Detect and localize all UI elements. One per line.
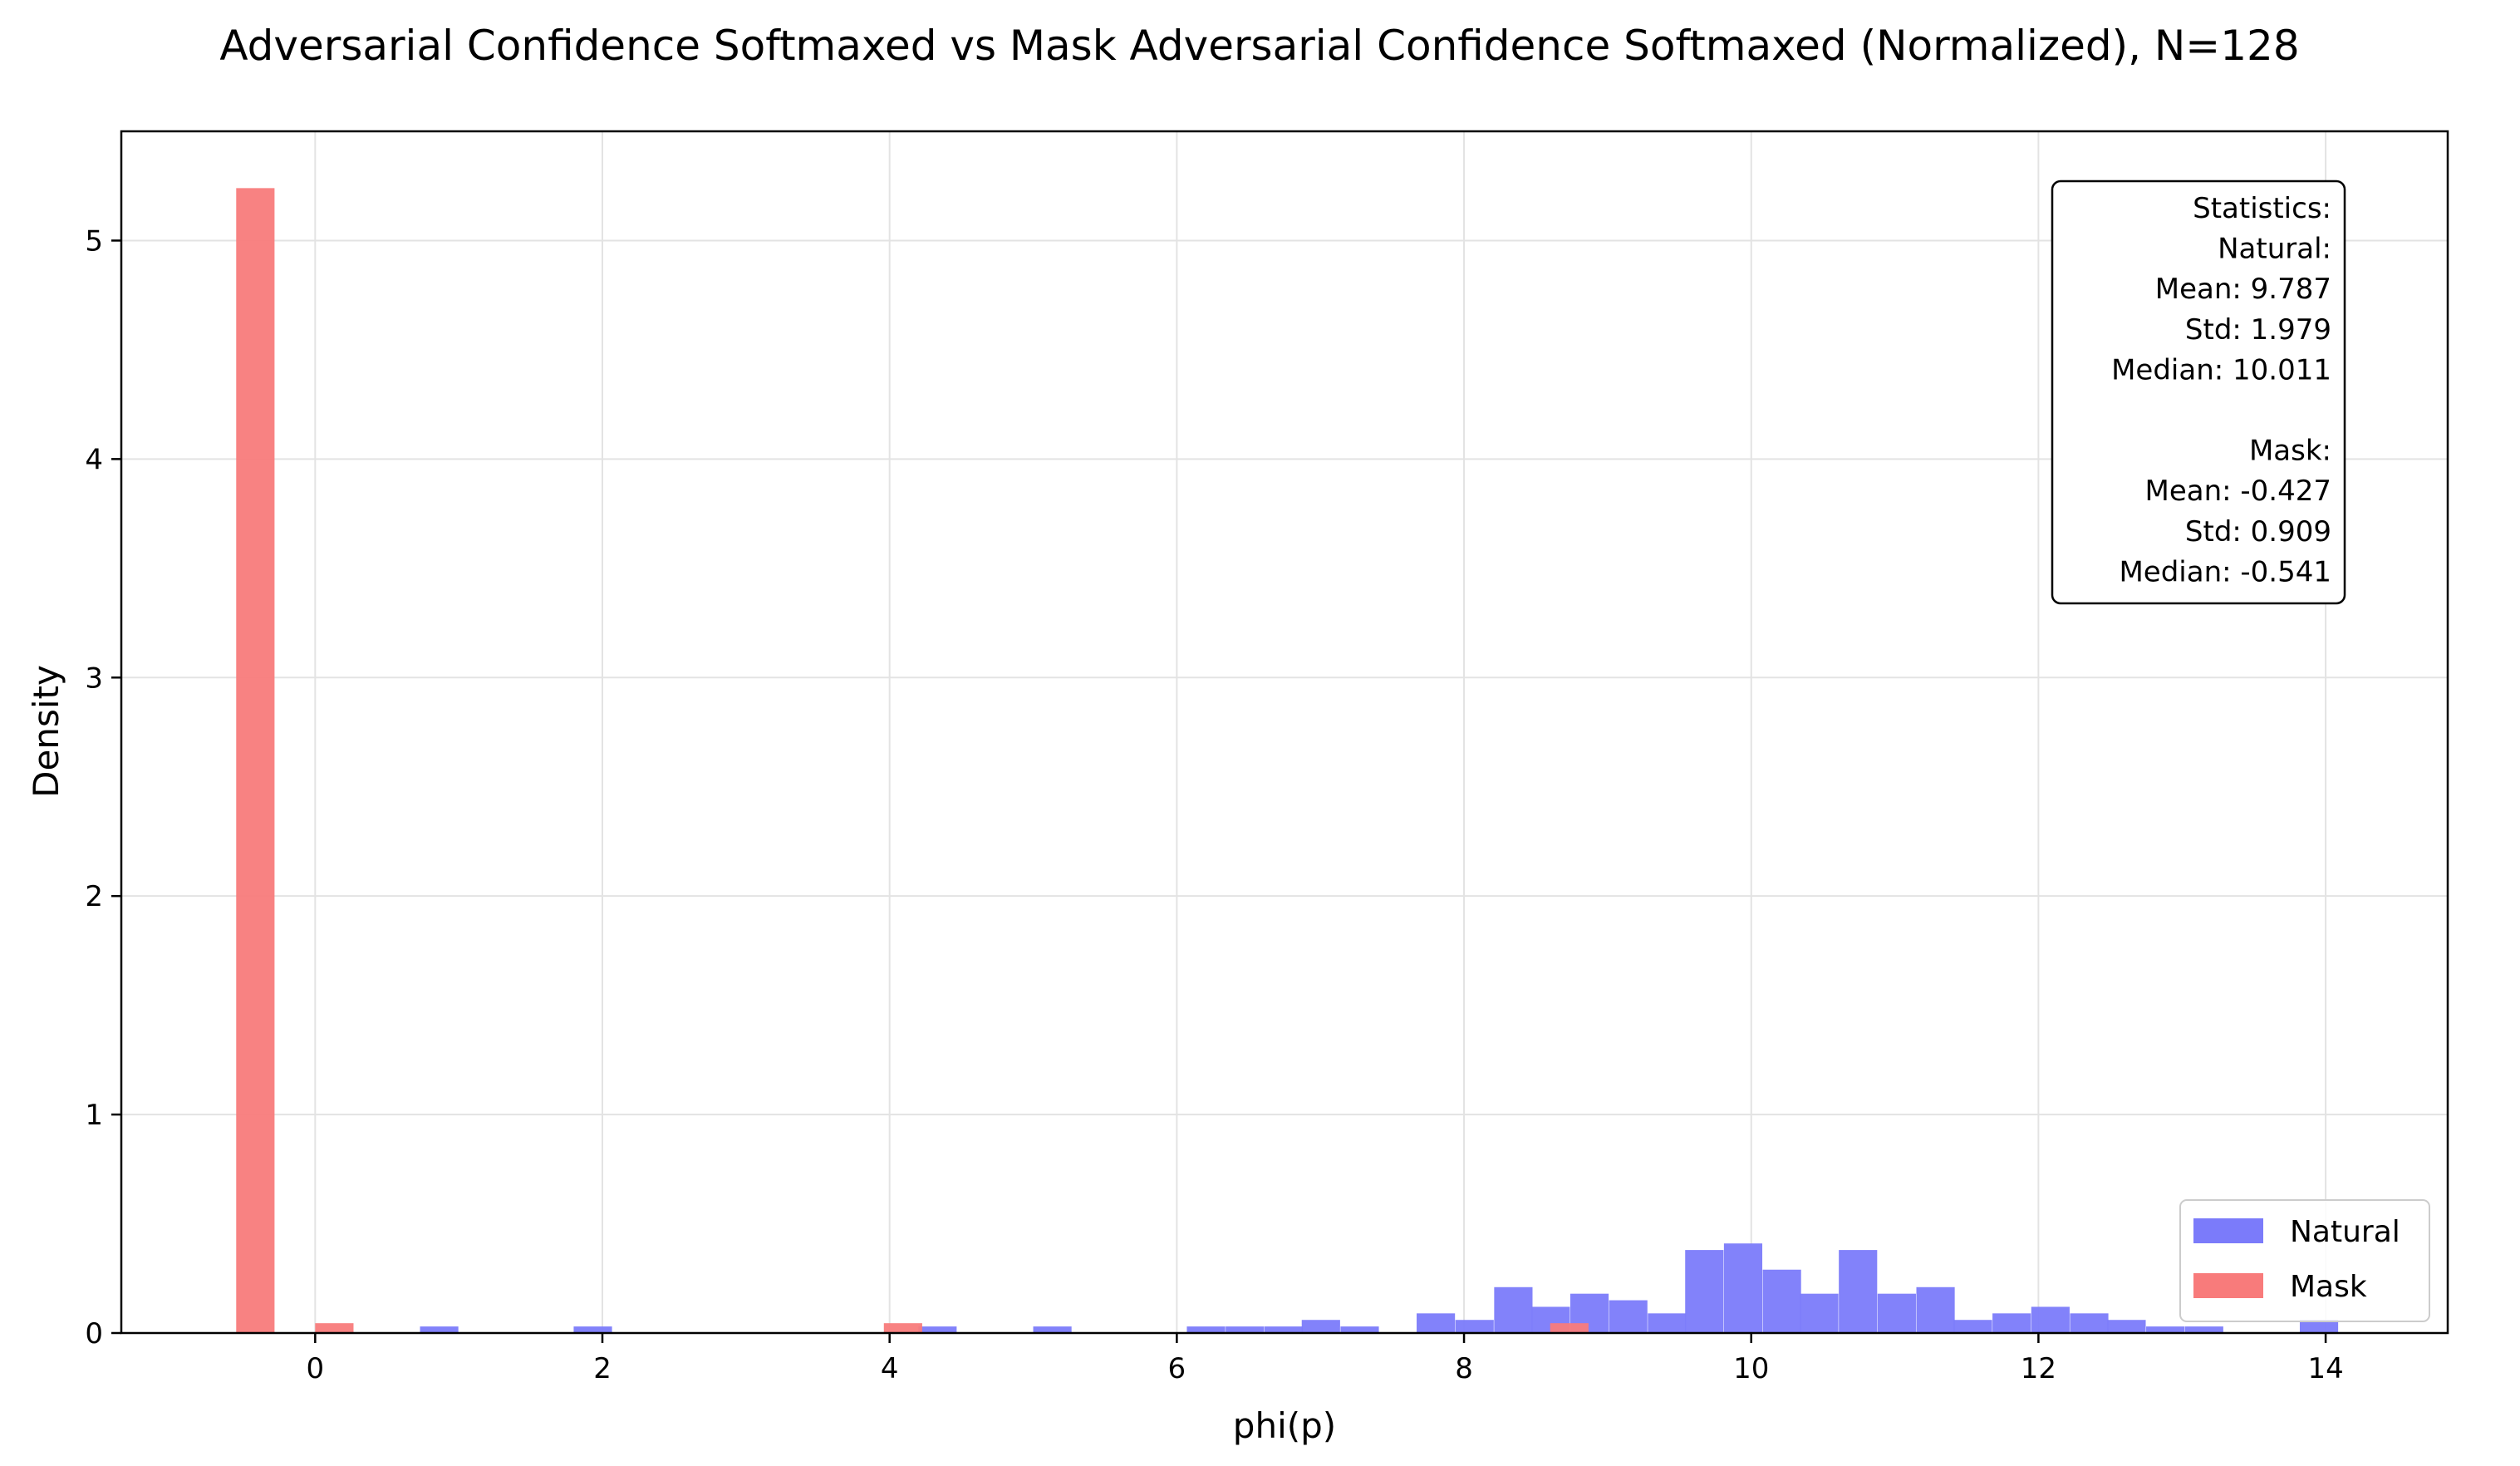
natural-histogram-bar <box>2031 1306 2070 1333</box>
natural-histogram-bar <box>1648 1313 1687 1333</box>
natural-histogram-bar <box>1340 1326 1379 1333</box>
chart-title: Adversarial Confidence Softmaxed vs Mask… <box>219 22 2299 70</box>
x-tick-label: 10 <box>1733 1352 1769 1385</box>
legend-swatch-mask <box>2193 1273 2263 1298</box>
natural-histogram-bar <box>1916 1286 1955 1333</box>
legend-label-mask: Mask <box>2290 1270 2367 1304</box>
mask-histogram-bar <box>1550 1323 1589 1333</box>
y-tick-label: 5 <box>85 224 103 258</box>
natural-histogram-bar <box>1494 1286 1533 1333</box>
x-axis-ticks: 0 2 4 6 8 10 12 14 <box>307 1333 2344 1385</box>
legend: Natural Mask <box>2179 1199 2430 1322</box>
natural-histogram-bar <box>2184 1326 2223 1333</box>
natural-histogram-bar <box>1953 1320 1992 1333</box>
y-tick-label: 3 <box>85 662 103 695</box>
mask-histogram-bar <box>883 1323 922 1333</box>
natural-histogram-bar <box>1301 1320 1340 1333</box>
natural-histogram-bar <box>1723 1243 1763 1333</box>
statistics-box-frame <box>2051 180 2346 605</box>
natural-histogram-bar <box>573 1326 612 1333</box>
natural-histogram-bar <box>1609 1300 1648 1333</box>
y-tick-label: 1 <box>85 1099 103 1132</box>
natural-histogram-bar <box>1186 1326 1226 1333</box>
natural-histogram-bar <box>1800 1293 1839 1333</box>
statistics-line: Mean: -0.427 <box>2144 475 2331 508</box>
statistics-line: Median: 10.011 <box>2111 353 2331 386</box>
natural-histogram-bar <box>1839 1250 1878 1333</box>
natural-histogram-bar <box>918 1326 957 1333</box>
natural-histogram-bar <box>1762 1269 1801 1333</box>
natural-histogram-bar <box>420 1326 459 1333</box>
statistics-line: Statistics: <box>2193 192 2331 225</box>
statistics-text: Statistics: Natural: Mean: 9.787 Std: 1.979… <box>2111 192 2331 588</box>
natural-histogram-bar <box>2146 1326 2185 1333</box>
statistics-line: Median: -0.541 <box>2119 555 2331 588</box>
natural-histogram-bar <box>2070 1313 2109 1333</box>
x-tick-label: 0 <box>307 1352 325 1385</box>
statistics-line: Natural: <box>2218 233 2331 266</box>
natural-histogram-bar <box>2299 1320 2339 1333</box>
natural-histogram-bar <box>1455 1320 1494 1333</box>
natural-histogram-bar <box>1877 1293 1916 1333</box>
x-tick-label: 14 <box>2307 1352 2343 1385</box>
y-tick-label: 0 <box>85 1317 103 1350</box>
y-tick-label: 2 <box>85 880 103 913</box>
y-axis-title: Density <box>26 665 66 798</box>
legend-label-natural: Natural <box>2290 1215 2400 1249</box>
y-axis-ticks: 0 1 2 3 4 5 <box>85 224 121 1350</box>
natural-histogram-bar <box>1033 1326 1072 1333</box>
natural-histogram-bar <box>1685 1250 1724 1333</box>
legend-swatch-natural <box>2193 1218 2263 1243</box>
mask-histogram-bar <box>315 1323 354 1333</box>
statistics-line: Mean: 9.787 <box>2155 273 2331 306</box>
statistics-box: Statistics: Natural: Mean: 9.787 Std: 1.979… <box>2051 180 2346 605</box>
natural-histogram-bar <box>1264 1326 1303 1333</box>
x-tick-label: 2 <box>593 1352 612 1385</box>
natural-histogram-bar <box>1992 1313 2031 1333</box>
mask-histogram-bar <box>236 188 275 1334</box>
statistics-line: Std: 1.979 <box>2185 313 2331 347</box>
plot-frame <box>120 130 2449 1335</box>
y-tick-label: 4 <box>85 443 103 476</box>
x-axis-title: phi(p) <box>1233 1405 1336 1446</box>
x-tick-label: 6 <box>1168 1352 1186 1385</box>
x-tick-label: 8 <box>1455 1352 1473 1385</box>
natural-histogram-bar <box>1226 1326 1265 1333</box>
natural-histogram-bar <box>2107 1320 2146 1333</box>
statistics-line: Std: 0.909 <box>2185 515 2331 549</box>
x-tick-label: 4 <box>881 1352 899 1385</box>
statistics-line: Mask: <box>2249 435 2331 468</box>
natural-series-bars <box>420 1243 2339 1333</box>
mask-series-bars <box>236 188 1589 1334</box>
natural-histogram-bar <box>1417 1313 1456 1333</box>
x-tick-label: 12 <box>2021 1352 2056 1385</box>
